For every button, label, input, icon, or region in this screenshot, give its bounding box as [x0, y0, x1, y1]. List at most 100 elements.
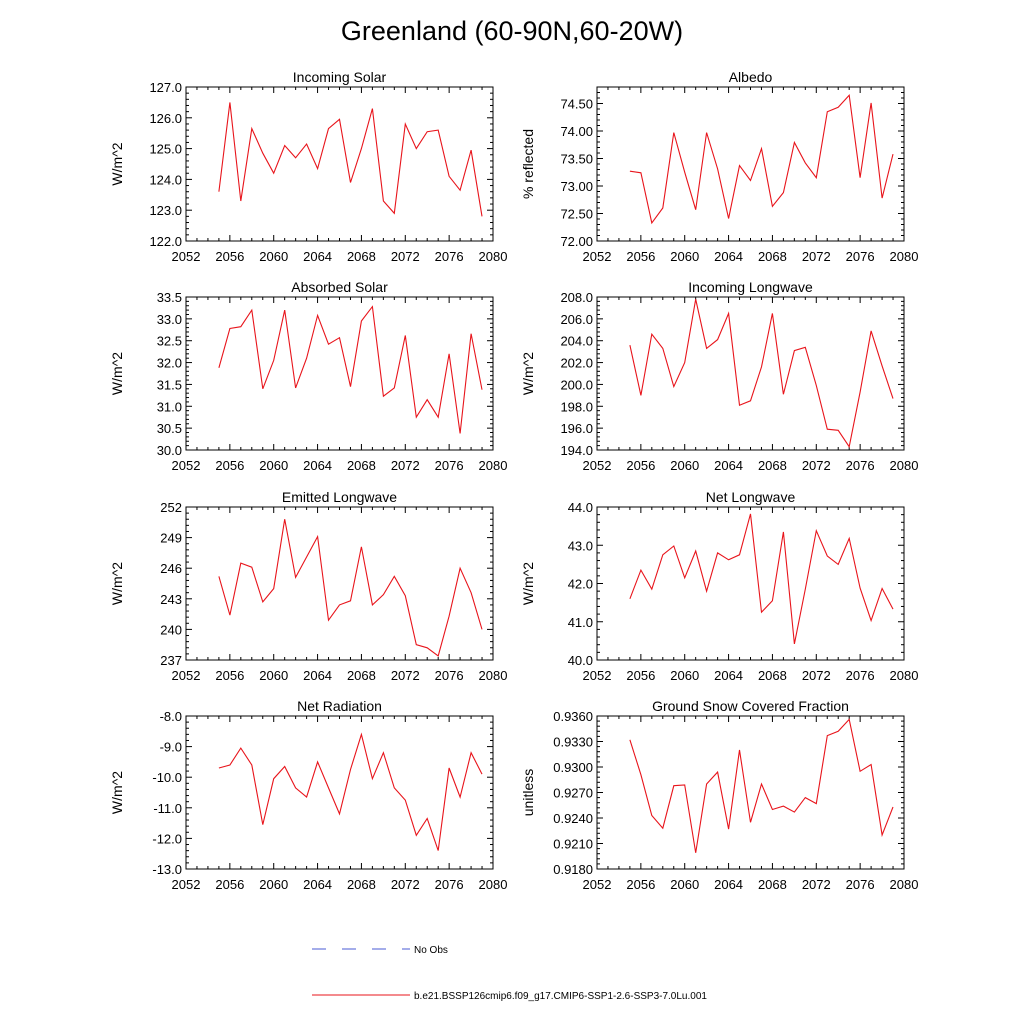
plot-frame	[185, 296, 494, 451]
x-tick-label: 2068	[347, 249, 376, 264]
x-tick-label: 2076	[435, 668, 464, 683]
y-tick-label: 204.0	[560, 334, 593, 349]
y-tick-label: 41.0	[568, 615, 593, 630]
y-tick-label: 198.0	[560, 399, 593, 414]
y-tick-label: 196.0	[560, 421, 593, 436]
x-tick-label: 2052	[583, 877, 612, 892]
chart-net-longwave: 2052 2056 2060 2064 2068 2072 2076 2080 40.0 41.0…	[520, 489, 918, 683]
y-axis-label: W/m^2	[109, 352, 125, 395]
x-tick-label: 2068	[758, 458, 787, 473]
y-tick-label: 74.50	[560, 97, 593, 112]
x-tick-label: 2056	[215, 877, 244, 892]
y-tick-label: 125.0	[149, 142, 182, 157]
x-tick-label: 2068	[347, 668, 376, 683]
x-tick-label: 2080	[890, 877, 919, 892]
chart-title: Absorbed Solar	[291, 279, 388, 295]
chart-emitted-longwave: 2052 2056 2060 2064 2068 2072 2076 2080 237 240 24…	[109, 489, 507, 683]
chart-panels: 2052 2056 2060 2064 2068 2072 2076 2080 122.0 123…	[109, 69, 918, 892]
y-tick-label: 200.0	[560, 377, 593, 392]
x-tick-label: 2064	[303, 249, 332, 264]
x-tick-label: 2060	[259, 668, 288, 683]
y-tick-label: -12.0	[152, 831, 182, 846]
x-tick-label: 2060	[259, 249, 288, 264]
y-tick-label: 123.0	[149, 203, 182, 218]
y-tick-label: 73.00	[560, 179, 593, 194]
y-tick-label: 74.00	[560, 124, 593, 139]
y-axis-label: unitless	[520, 769, 536, 816]
x-tick-label: 2052	[583, 249, 612, 264]
chart-incoming-longwave: 2052 2056 2060 2064 2068 2072 2076 2080 194.0 196…	[520, 279, 918, 473]
x-tick-label: 2052	[172, 458, 201, 473]
y-tick-label: 0.9210	[553, 837, 593, 852]
x-tick-label: 2072	[802, 877, 831, 892]
x-tick-label: 2056	[215, 249, 244, 264]
x-tick-label: 2064	[714, 668, 743, 683]
x-tick-label: 2076	[846, 249, 875, 264]
series-line	[629, 93, 894, 225]
y-tick-label: 0.9270	[553, 786, 593, 801]
series-line	[218, 305, 483, 434]
y-tick-label: 0.9360	[553, 709, 593, 724]
series-line	[218, 102, 483, 217]
y-tick-label: 126.0	[149, 111, 182, 126]
plot-frame	[596, 506, 905, 661]
y-axis-label: W/m^2	[109, 562, 125, 605]
x-tick-label: 2076	[846, 458, 875, 473]
x-tick-label: 2072	[391, 249, 420, 264]
y-tick-label: 31.5	[157, 377, 182, 392]
x-tick-label: 2076	[435, 249, 464, 264]
series-line	[218, 519, 483, 657]
y-tick-label: 240	[160, 622, 182, 637]
chart-title: Ground Snow Covered Fraction	[652, 698, 849, 714]
y-tick-label: -9.0	[160, 740, 182, 755]
y-axis-label: W/m^2	[109, 771, 125, 814]
y-tick-label: 30.5	[157, 421, 182, 436]
y-tick-label: -13.0	[152, 862, 182, 877]
x-tick-label: 2052	[172, 877, 201, 892]
x-tick-label: 2064	[714, 877, 743, 892]
y-tick-label: 33.5	[157, 290, 182, 305]
x-tick-label: 2080	[479, 249, 508, 264]
y-tick-label: 0.9330	[553, 735, 593, 750]
x-tick-label: 2056	[626, 668, 655, 683]
x-tick-label: 2080	[479, 877, 508, 892]
series-line	[218, 732, 483, 851]
x-tick-label: 2060	[670, 877, 699, 892]
x-tick-label: 2080	[479, 668, 508, 683]
legend: No Obs b.e21.BSSP126cmip6.f09_g17.CMIP6-…	[312, 945, 707, 1002]
y-tick-label: 249	[160, 531, 182, 546]
x-tick-label: 2068	[347, 877, 376, 892]
x-tick-label: 2076	[846, 877, 875, 892]
y-axis-label: W/m^2	[109, 142, 125, 185]
y-tick-label: 31.0	[157, 399, 182, 414]
chart-ground-snow-covered-fraction: 2052 2056 2060 2064 2068 2072 2076 2080 0.9180 0.…	[520, 698, 918, 892]
x-tick-label: 2060	[670, 249, 699, 264]
y-tick-label: 206.0	[560, 312, 593, 327]
y-tick-label: 194.0	[560, 443, 593, 458]
x-tick-label: 2052	[583, 458, 612, 473]
x-tick-label: 2064	[303, 668, 332, 683]
x-tick-label: 2052	[583, 668, 612, 683]
x-tick-label: 2056	[215, 668, 244, 683]
y-axis-label: % reflected	[520, 129, 536, 199]
x-tick-label: 2072	[391, 668, 420, 683]
x-tick-label: 2060	[259, 458, 288, 473]
x-tick-label: 2080	[479, 458, 508, 473]
x-tick-label: 2056	[215, 458, 244, 473]
plot-frame	[596, 296, 905, 451]
chart-title: Albedo	[729, 69, 773, 85]
x-tick-label: 2080	[890, 249, 919, 264]
chart-absorbed-solar: 2052 2056 2060 2064 2068 2072 2076 2080 30.0 30.5…	[109, 279, 507, 473]
y-tick-label: -8.0	[160, 709, 182, 724]
plot-frame	[185, 715, 494, 870]
series-line	[629, 718, 894, 853]
plot-frame	[185, 86, 494, 242]
legend-label-no-obs: No Obs	[414, 945, 448, 956]
x-tick-label: 2080	[890, 668, 919, 683]
y-tick-label: 246	[160, 561, 182, 576]
y-tick-label: 44.0	[568, 500, 593, 515]
y-tick-label: 127.0	[149, 80, 182, 95]
y-tick-label: 43.0	[568, 538, 593, 553]
x-tick-label: 2068	[347, 458, 376, 473]
